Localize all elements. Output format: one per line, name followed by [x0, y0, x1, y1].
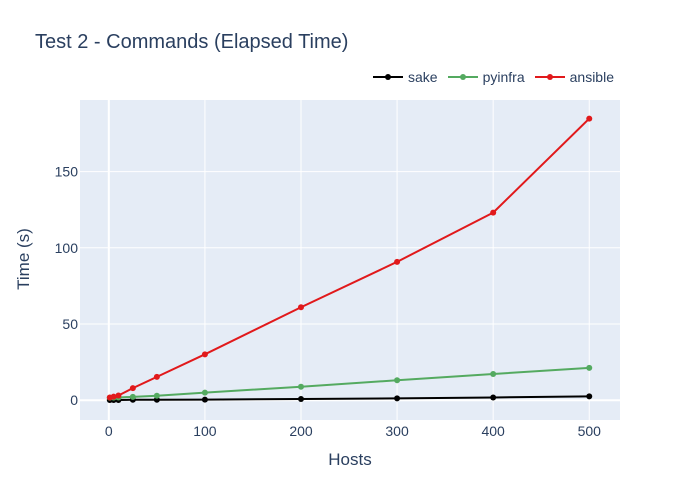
- plot-area: [80, 100, 620, 420]
- x-tick-label: 100: [193, 423, 217, 439]
- y-axis-label: Time (s): [14, 228, 33, 290]
- data-point-ansible[interactable]: [394, 258, 401, 265]
- series-layer: [106, 115, 593, 404]
- legend-label-pyinfra: pyinfra: [482, 69, 525, 85]
- data-point-sake[interactable]: [490, 394, 497, 401]
- data-point-pyinfra[interactable]: [490, 370, 497, 377]
- x-tick-label: 500: [578, 423, 602, 439]
- x-tick-label: 300: [385, 423, 409, 439]
- data-point-sake[interactable]: [586, 393, 593, 400]
- data-point-ansible[interactable]: [110, 393, 117, 400]
- data-point-ansible[interactable]: [586, 115, 593, 122]
- legend-item-ansible[interactable]: ansible: [534, 69, 614, 85]
- series-ansible: [106, 115, 593, 401]
- data-point-sake[interactable]: [394, 395, 401, 402]
- data-point-ansible[interactable]: [297, 304, 304, 311]
- legend-label-sake: sake: [408, 69, 438, 85]
- data-point-sake[interactable]: [297, 395, 304, 402]
- data-point-ansible[interactable]: [129, 385, 136, 392]
- legend-label-ansible: ansible: [569, 69, 614, 85]
- x-tick-label: 0: [105, 423, 113, 439]
- data-point-ansible[interactable]: [115, 392, 122, 399]
- data-point-pyinfra[interactable]: [201, 389, 208, 396]
- legend-swatch-pyinfra: [447, 71, 478, 83]
- legend-item-sake[interactable]: sake: [373, 69, 438, 85]
- data-point-pyinfra[interactable]: [586, 364, 593, 371]
- data-point-pyinfra[interactable]: [153, 392, 160, 399]
- chart-legend: sake pyinfra ansible: [373, 69, 614, 85]
- legend-swatch-sake: [373, 71, 404, 83]
- data-point-pyinfra[interactable]: [129, 393, 136, 400]
- data-point-ansible[interactable]: [201, 351, 208, 358]
- y-tick-label: 0: [70, 392, 78, 408]
- y-tick-label: 150: [55, 164, 79, 180]
- legend-swatch-ansible: [534, 71, 565, 83]
- tick-layer: 0 100 200 300 400 500 0 50 100 150: [55, 164, 602, 439]
- x-axis-label: Hosts: [328, 450, 372, 469]
- data-point-ansible[interactable]: [153, 373, 160, 380]
- x-tick-label: 400: [481, 423, 505, 439]
- chart-title: Test 2 - Commands (Elapsed Time): [35, 31, 349, 53]
- data-point-sake[interactable]: [201, 396, 208, 403]
- data-point-ansible[interactable]: [490, 209, 497, 216]
- y-tick-label: 50: [62, 316, 78, 332]
- y-tick-label: 100: [55, 240, 79, 256]
- legend-item-pyinfra[interactable]: pyinfra: [447, 69, 525, 85]
- x-tick-label: 200: [289, 423, 313, 439]
- data-point-pyinfra[interactable]: [297, 383, 304, 390]
- data-point-pyinfra[interactable]: [394, 377, 401, 384]
